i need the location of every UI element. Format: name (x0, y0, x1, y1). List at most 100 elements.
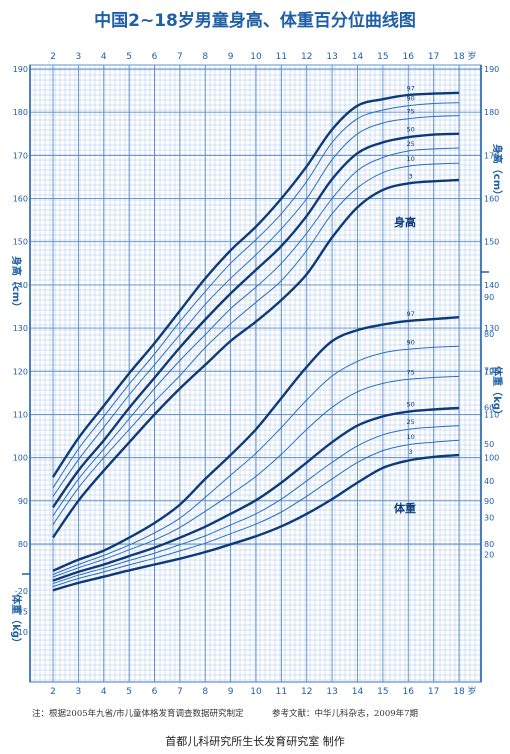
footnote-source: 注：根据2005年九省/市儿童体格发育调查数据研究制定 (32, 709, 244, 719)
x-tick-label-top: 2 (50, 52, 56, 62)
weight-axis-title-right: 体重（kg） (491, 366, 504, 420)
x-tick-label-bottom: 17 (428, 687, 439, 697)
x-tick-label-bottom: 11 (276, 687, 287, 697)
height-tick-right: 120 (484, 367, 499, 376)
height-percentile-label-p97: 97 (406, 85, 414, 93)
height-percentile-label-p25: 25 (406, 140, 414, 148)
x-tick-label-top: 10 (250, 52, 262, 62)
weight-tick-right: 40 (484, 477, 494, 486)
height-tick-right: 80 (484, 540, 494, 549)
weight-tick-right: 60 (484, 403, 494, 412)
height-tick-left: 120 (13, 367, 28, 376)
height-percentile-label-p3: 3 (409, 172, 413, 180)
x-tick-label-bottom: 15 (377, 687, 388, 697)
height-tick-left: 130 (13, 324, 28, 333)
height-curve-p75 (52, 115, 460, 497)
weight-percentile-label-p97: 97 (406, 310, 414, 318)
weight-tick-right: 30 (484, 514, 494, 523)
weight-curve-p50 (52, 406, 460, 582)
weight-curve-p75 (52, 375, 460, 578)
height-tick-right: 180 (484, 108, 499, 117)
height-tick-right: 130 (484, 324, 499, 333)
weight-percentile-label-p3: 3 (409, 448, 413, 456)
weight-curve-p97 (52, 316, 460, 572)
height-tick-left: 190 (13, 65, 28, 74)
height-curve-p3 (52, 178, 460, 539)
x-tick-label-top: 8 (202, 52, 208, 62)
weight-curve-p90 (52, 345, 460, 575)
weight-percentile-label-p75: 75 (406, 368, 414, 376)
weight-tick-left: -10 (15, 628, 28, 637)
height-tick-right: 90 (484, 497, 494, 506)
height-tick-left: 160 (13, 195, 28, 204)
height-percentile-label-p75: 75 (406, 108, 414, 116)
height-curve-p25 (52, 147, 460, 517)
x-tick-label-bottom: 4 (101, 687, 107, 697)
weight-tick-left: -20 (15, 587, 28, 596)
height-curve-p97 (51, 91, 460, 478)
weight-tick-right: 70 (484, 367, 494, 376)
footnote-reference: 参考文献：中华儿科杂志，2009年7期 (272, 709, 419, 719)
weight-percentile-label-p50: 50 (406, 400, 414, 408)
height-tick-left: 170 (13, 151, 28, 160)
x-tick-label-top: 7 (177, 52, 183, 62)
height-tick-right: 160 (484, 195, 499, 204)
x-tick-label-bottom: 5 (126, 687, 132, 697)
height-percentile-label-p90: 90 (406, 95, 414, 103)
x-tick-label-top: 17 (428, 52, 439, 62)
x-tick-label-top: 6 (152, 52, 158, 62)
x-tick-label-bottom: 16 (403, 687, 415, 697)
height-tick-left: 150 (13, 238, 28, 247)
height-curve-p50 (52, 132, 460, 508)
x-tick-label-bottom: 7 (177, 687, 183, 697)
weight-tick-right: 20 (484, 550, 494, 559)
x-unit-bottom: 岁 (467, 685, 476, 697)
height-axis-title-left: 身高（cm） (10, 256, 23, 312)
height-tick-left: 100 (13, 454, 28, 463)
height-tick-right: 170 (484, 151, 499, 160)
weight-curve-p3 (52, 453, 460, 592)
weight-percentile-label-p90: 90 (406, 338, 414, 346)
height-curve-p90 (52, 102, 460, 489)
x-tick-label-top: 12 (301, 52, 312, 62)
x-tick-label-top: 5 (126, 52, 132, 62)
x-tick-label-bottom: 6 (152, 687, 158, 697)
weight-tick-left: -15 (15, 608, 28, 617)
x-tick-label-bottom: 14 (352, 687, 364, 697)
x-tick-label-top: 9 (228, 52, 234, 62)
x-tick-label-top: 15 (377, 52, 388, 62)
x-tick-label-bottom: 9 (228, 687, 234, 697)
x-tick-label-bottom: 13 (326, 687, 337, 697)
weight-curves-label: 体重 (394, 501, 416, 515)
height-curves-label: 身高 (394, 215, 416, 229)
x-tick-label-top: 14 (352, 52, 364, 62)
height-tick-left: 90 (18, 497, 28, 506)
height-tick-right: 100 (484, 454, 499, 463)
height-axis-title-right: 身高（cm） (491, 144, 504, 200)
x-tick-label-bottom: 8 (202, 687, 208, 697)
height-percentile-label-p50: 50 (406, 126, 414, 134)
weight-curve-p10 (52, 439, 460, 588)
weight-axis-title-left: 体重（kg） (10, 594, 23, 648)
height-tick-left: 180 (13, 108, 28, 117)
x-tick-label-top: 4 (101, 52, 107, 62)
weight-percentile-label-p10: 10 (406, 433, 414, 441)
height-tick-right: 140 (484, 281, 499, 290)
chart-title: 中国2~18岁男童身高、体重百分位曲线图 (94, 11, 416, 31)
height-tick-left: 80 (18, 540, 28, 549)
credit-line: 首都儿科研究所生长发育研究室 制作 (165, 735, 345, 748)
weight-tick-right: 80 (484, 330, 494, 339)
x-tick-label-top: 16 (403, 52, 415, 62)
x-tick-label-bottom: 3 (76, 687, 82, 697)
height-percentile-label-p10: 10 (406, 155, 414, 163)
height-tick-left: 140 (13, 281, 28, 290)
weight-curve-p25 (52, 425, 460, 585)
weight-tick-right: 50 (484, 440, 494, 449)
x-tick-label-bottom: 10 (250, 687, 262, 697)
height-tick-right: 190 (484, 65, 499, 74)
x-tick-label-bottom: 18 (453, 687, 465, 697)
height-tick-right: 150 (484, 238, 499, 247)
x-tick-label-bottom: 2 (50, 687, 56, 697)
x-tick-label-top: 13 (326, 52, 337, 62)
